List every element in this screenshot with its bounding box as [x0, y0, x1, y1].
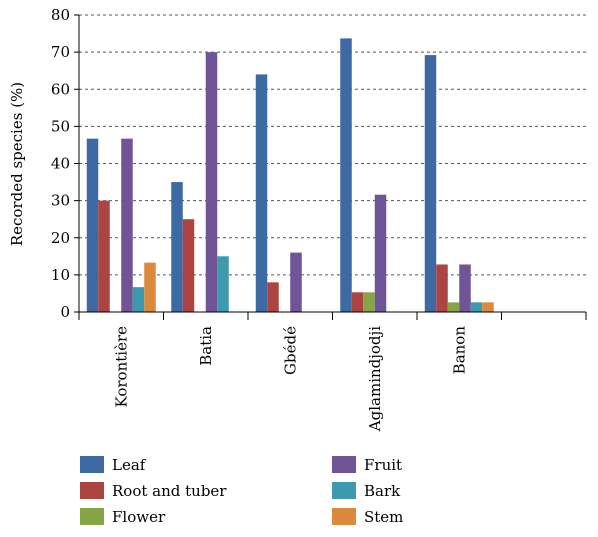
- y-tick-label-30: 30: [51, 192, 70, 210]
- category-label-2: Gbédé: [281, 326, 299, 375]
- bar-root-and-tuber-3: [351, 292, 364, 312]
- legend: Leaf Root and tuber Flower Fruit Bark Stem: [80, 456, 403, 526]
- bar-leaf-1: [171, 182, 183, 312]
- gridlines: [79, 14, 586, 276]
- bar-bark-1: [217, 256, 229, 312]
- bar-root-and-tuber-0: [98, 200, 110, 313]
- bar-fruit-4: [459, 264, 471, 312]
- category-label-0: Korontière: [112, 326, 130, 408]
- category-label-1: Batia: [197, 326, 215, 366]
- y-tick-label-10: 10: [51, 266, 70, 284]
- y-tick-label-70: 70: [51, 43, 70, 61]
- legend-label-3: Fruit: [364, 456, 402, 474]
- bar-bark-4: [470, 302, 483, 312]
- bar-leaf-0: [86, 138, 99, 312]
- category-label-4: Banon: [450, 326, 468, 375]
- bar-stem-4: [482, 302, 494, 312]
- bar-leaf-4: [424, 55, 437, 312]
- bar-fruit-3: [374, 194, 387, 312]
- y-tick-label-50: 50: [51, 117, 70, 135]
- category-label-3: Aglamindjodji: [366, 326, 384, 432]
- y-tick-label-80: 80: [51, 6, 70, 24]
- y-tick-label-0: 0: [60, 303, 70, 321]
- legend-label-5: Stem: [364, 508, 403, 526]
- bar-fruit-1: [205, 52, 218, 313]
- legend-label-0: Leaf: [112, 456, 147, 474]
- legend-swatch-5: [332, 508, 356, 525]
- bars: [86, 38, 494, 313]
- axes: [74, 14, 587, 320]
- y-tick-label-60: 60: [51, 80, 70, 98]
- y-tick-label-20: 20: [51, 229, 70, 247]
- bar-root-and-tuber-2: [267, 282, 279, 312]
- bar-leaf-2: [255, 74, 268, 313]
- bar-root-and-tuber-1: [182, 219, 195, 312]
- bar-flower-4: [447, 302, 460, 312]
- legend-label-4: Bark: [364, 482, 401, 500]
- y-tick-label-40: 40: [51, 155, 70, 173]
- legend-swatch-1: [80, 482, 104, 499]
- legend-swatch-2: [80, 508, 104, 525]
- bar-flower-3: [363, 292, 375, 312]
- legend-swatch-0: [80, 456, 104, 473]
- category-labels: Korontière Batia Gbédé Aglamindjodji Banon: [112, 326, 468, 433]
- y-axis-label: Recorded species (%): [8, 82, 26, 246]
- legend-swatch-3: [332, 456, 356, 473]
- legend-swatch-4: [332, 482, 356, 499]
- bar-fruit-2: [290, 252, 302, 312]
- bar-leaf-3: [340, 38, 352, 312]
- y-tick-labels: 0 10 20 30 40 50 60 70 80: [51, 6, 70, 321]
- legend-label-1: Root and tuber: [112, 482, 227, 500]
- legend-label-2: Flower: [112, 508, 166, 526]
- bar-root-and-tuber-4: [436, 264, 448, 312]
- bar-stem-0: [144, 262, 156, 312]
- bar-bark-0: [132, 287, 145, 312]
- bar-fruit-0: [121, 138, 133, 312]
